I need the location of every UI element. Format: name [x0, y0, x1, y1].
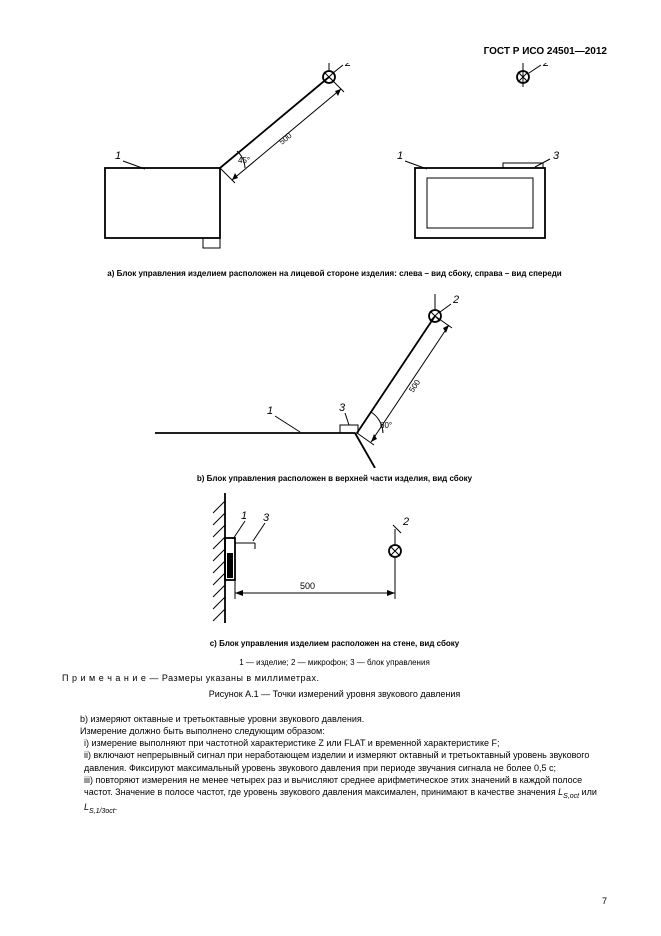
- iii-end: .: [115, 802, 118, 812]
- fig-b-label-3: 3: [339, 402, 346, 414]
- intro-line: Измерение должно быть выполнено следующи…: [62, 725, 607, 737]
- fig-c-dist: 500: [300, 581, 315, 591]
- fig-c-label-2: 2: [402, 516, 409, 528]
- figure-title: Рисунок А.1 — Точки измерений уровня зву…: [62, 689, 607, 699]
- fig-c-label-1: 1: [241, 510, 247, 522]
- iii-sub2: S,1/3oct: [89, 808, 115, 815]
- doc-header: ГОСТ Р ИСО 24501—2012: [62, 46, 607, 57]
- fig-a-caption: a) Блок управления изделием расположен н…: [62, 269, 607, 278]
- fig-b-dist: 500: [407, 378, 422, 395]
- fig-a-label-1r: 1: [397, 150, 403, 162]
- legend: 1 — изделие; 2 — микрофон; 3 — блок упра…: [62, 658, 607, 667]
- item-b: b) измеряют октавные и третьоктавные уро…: [62, 713, 607, 725]
- item-iii: iii) повторяют измерения не менее четыре…: [62, 774, 607, 817]
- fig-b-label-2: 2: [452, 294, 459, 306]
- fig-a-angle: 45°: [238, 156, 250, 165]
- fig-b-angle: 60°: [380, 421, 392, 430]
- figure-b: 1 3 2 60° 500 b) Блок управления располо…: [62, 288, 607, 483]
- note-label: П р и м е ч а н и е: [62, 673, 146, 683]
- fig-a-label-2r: 2: [542, 63, 549, 69]
- body-text: b) измеряют октавные и третьоктавные уро…: [62, 713, 607, 816]
- item-ii: ii) включают непрерывный сигнал при нера…: [62, 749, 607, 773]
- fig-a-label-1: 1: [115, 150, 121, 162]
- iii-or: или: [579, 787, 597, 797]
- figure-c: 1 3 2 500 c) Блок управления изделием ра…: [62, 493, 607, 648]
- fig-a-label-2: 2: [344, 63, 351, 69]
- note: П р и м е ч а н и е — Размеры указаны в …: [62, 673, 607, 683]
- fig-b-caption: b) Блок управления расположен в верхней …: [62, 474, 607, 483]
- fig-c-caption: c) Блок управления изделием расположен н…: [62, 639, 607, 648]
- fig-a-dist: 500: [277, 131, 293, 147]
- iii-text-a: iii) повторяют измерения не менее четыре…: [84, 775, 582, 797]
- fig-c-label-3: 3: [263, 512, 270, 524]
- figure-a: 1 2 45° 500 1 3 2 a) Блок управления изд…: [62, 63, 607, 278]
- note-text: — Размеры указаны в миллиметрах.: [146, 673, 319, 683]
- iii-sub1: S,oct: [563, 793, 579, 800]
- page-number: 7: [602, 896, 607, 906]
- fig-b-label-1: 1: [267, 405, 273, 417]
- fig-a-label-3: 3: [553, 150, 560, 162]
- item-i: i) измерение выполняют при частотной хар…: [62, 737, 607, 749]
